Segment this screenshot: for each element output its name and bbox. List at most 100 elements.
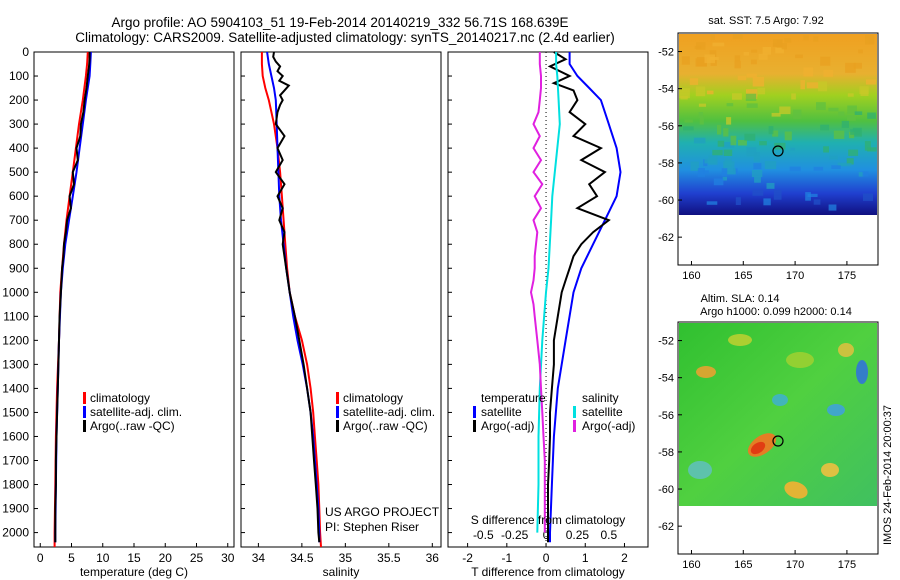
sst-cell bbox=[734, 55, 741, 62]
sst-cell bbox=[837, 162, 847, 166]
x-tick-label: 0 bbox=[543, 551, 550, 565]
x-tick-label: 30 bbox=[221, 551, 235, 565]
depth-tick-label: 2000 bbox=[2, 526, 29, 540]
legend-swatch-climatology bbox=[83, 392, 86, 404]
sst-cell bbox=[730, 135, 737, 146]
lat-tick-label: -54 bbox=[658, 84, 674, 96]
sst-cell bbox=[752, 189, 764, 196]
sla-anomaly bbox=[750, 441, 766, 455]
depth-tick-label: 1800 bbox=[2, 478, 29, 492]
sst-map: sat. SST: 7.5 Argo: 7.92 -52 -54 -56 -58 -60… bbox=[658, 15, 879, 282]
x-tick-label: 0 bbox=[37, 551, 44, 565]
x-tick-label-top: -0.25 bbox=[501, 528, 529, 542]
depth-tick-label: 1900 bbox=[2, 502, 29, 516]
sst-cell bbox=[704, 158, 717, 164]
sst-cell bbox=[746, 103, 758, 108]
x-tick-label: 5 bbox=[68, 551, 75, 565]
sst-cell bbox=[722, 142, 735, 148]
sst-cell bbox=[699, 116, 704, 125]
sst-cell bbox=[829, 155, 838, 160]
legend-swatch-sal-satellite bbox=[573, 406, 576, 418]
sst-cell bbox=[813, 166, 824, 171]
sst-cell bbox=[781, 43, 787, 50]
sst-cell bbox=[681, 56, 690, 65]
sst-cell bbox=[793, 109, 802, 119]
legend-label-sal-satellite: satellite bbox=[582, 405, 623, 419]
x-tick-label: 34.5 bbox=[290, 551, 314, 565]
sst-cell bbox=[784, 131, 792, 141]
sst-cell bbox=[737, 75, 747, 81]
sst-cell bbox=[813, 199, 821, 205]
lon-tick-label: 165 bbox=[734, 270, 752, 282]
sst-cell bbox=[831, 165, 841, 169]
temperature-lines bbox=[53, 51, 92, 547]
depth-tick-label: 300 bbox=[9, 117, 29, 131]
x-tick-label: 2 bbox=[621, 551, 628, 565]
sst-cell bbox=[853, 62, 862, 69]
lat-tick-label: -52 bbox=[658, 336, 674, 348]
legend-swatch-argo bbox=[83, 420, 86, 432]
salinity-plot-frame bbox=[240, 51, 442, 548]
sst-cell bbox=[723, 149, 733, 156]
difference-x-axis: -2 -1 0 1 2 -0.5 -0.25 0 0.25 0.5 bbox=[462, 528, 628, 565]
sst-cell bbox=[706, 201, 718, 205]
x-tick-label: 20 bbox=[159, 551, 173, 565]
sst-cell bbox=[773, 39, 783, 47]
lat-tick-label: -56 bbox=[658, 410, 674, 422]
legend-label-argo: Argo(..raw -QC) bbox=[343, 419, 428, 433]
lon-tick-label: 160 bbox=[682, 270, 700, 282]
legend-swatch-sal-argo bbox=[573, 420, 576, 432]
legend-label-temp-argo: Argo(-adj) bbox=[481, 419, 534, 433]
salinity-panel: 34 34.5 35 35.5 36 salinity climatology sate… bbox=[240, 51, 442, 579]
sst-cell bbox=[838, 111, 845, 117]
sst-cell bbox=[702, 170, 709, 174]
sst-cell bbox=[697, 168, 705, 177]
difference-legend: temperature salinity satellite Argo(-adj… bbox=[473, 391, 635, 433]
sst-cell bbox=[784, 38, 792, 43]
depth-axis: 0 100 200 300 400 500 600 700 800 900 1000 1100 1200… bbox=[2, 45, 452, 540]
sst-cell bbox=[734, 60, 741, 69]
sst-cell bbox=[717, 124, 722, 135]
temperature-panel: 0100200300400500600700800900100011001200… bbox=[2, 45, 452, 579]
legend-header-salinity: salinity bbox=[582, 391, 619, 405]
sst-cell bbox=[847, 93, 854, 97]
legend-swatch-satellite bbox=[336, 406, 339, 418]
sst-cell bbox=[693, 137, 706, 144]
sst-cell bbox=[795, 54, 803, 59]
sst-cell bbox=[698, 112, 704, 118]
lon-tick-label: 170 bbox=[786, 559, 804, 571]
series-line-temperature-satellite bbox=[549, 52, 622, 543]
sst-cell bbox=[845, 62, 856, 73]
sst-cell bbox=[833, 130, 845, 139]
sst-cell bbox=[854, 111, 863, 115]
sst-cell bbox=[816, 102, 826, 111]
sst-cell bbox=[828, 204, 837, 211]
sst-cell bbox=[709, 50, 717, 57]
sst-cell bbox=[752, 76, 765, 87]
lat-tick-label: -62 bbox=[658, 232, 674, 244]
salinity-legend: climatology satellite-adj. clim. Argo(..… bbox=[336, 391, 435, 433]
sst-cell bbox=[865, 79, 877, 85]
difference-xlabel: T difference from climatology bbox=[471, 565, 625, 579]
sst-cell bbox=[698, 103, 706, 107]
sst-cell bbox=[746, 147, 757, 157]
sst-cell bbox=[696, 57, 707, 67]
sst-cell bbox=[750, 59, 757, 65]
legend-label-argo: Argo(..raw -QC) bbox=[90, 419, 175, 433]
sst-cell bbox=[779, 106, 791, 115]
sst-cell bbox=[726, 168, 736, 175]
sla-map: Altim. SLA: 0.14 Argo h1000: 0.099 h2000… bbox=[658, 293, 879, 571]
depth-tick-label: 1400 bbox=[2, 381, 29, 395]
lon-tick-label: 170 bbox=[786, 270, 804, 282]
sst-cell bbox=[726, 103, 734, 107]
sst-cell bbox=[722, 176, 727, 181]
sla-anomaly bbox=[856, 360, 868, 384]
sst-cell bbox=[758, 53, 768, 60]
legend-label-satellite: satellite-adj. clim. bbox=[90, 405, 182, 419]
sst-argo-marker bbox=[772, 145, 784, 157]
sla-anomaly bbox=[728, 334, 752, 346]
sst-cell bbox=[864, 141, 871, 151]
sst-cell bbox=[762, 47, 771, 55]
temperature-plot-frame bbox=[33, 51, 235, 548]
